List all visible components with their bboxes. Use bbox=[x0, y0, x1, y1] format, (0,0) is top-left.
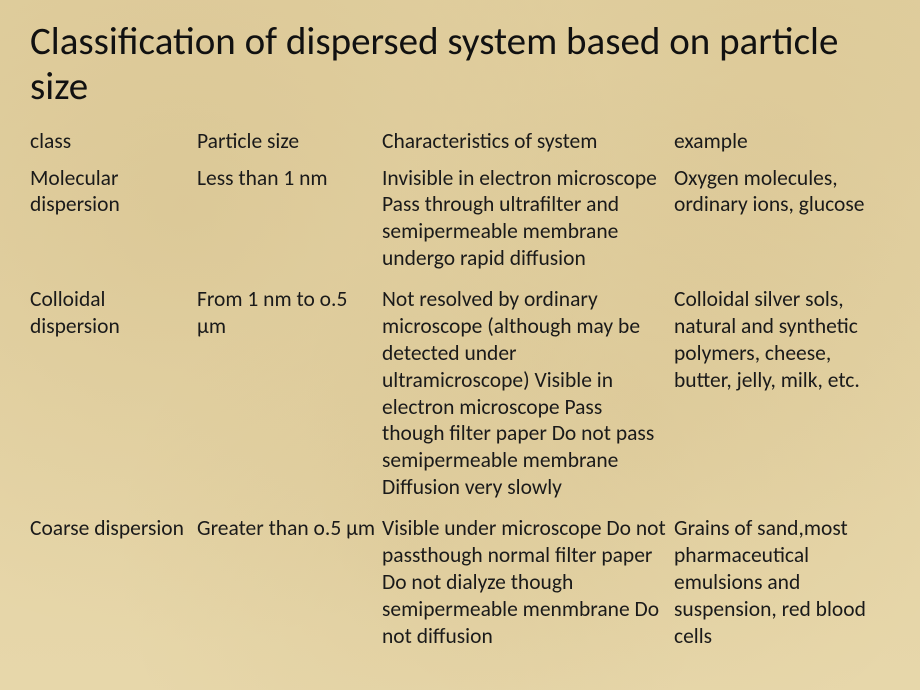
table-row: Colloidal dispersion From 1 nm to o.5 µm… bbox=[30, 282, 890, 511]
cell-size: Greater than o.5 µm bbox=[197, 511, 382, 659]
cell-size: Less than 1 nm bbox=[197, 161, 382, 283]
col-header-class: class bbox=[30, 124, 197, 161]
table-row: Molecular dispersion Less than 1 nm Invi… bbox=[30, 161, 890, 283]
cell-class: Molecular dispersion bbox=[30, 161, 197, 283]
slide-title: Classification of dispersed system based… bbox=[30, 20, 890, 110]
cell-class: Coarse dispersion bbox=[30, 511, 197, 659]
col-header-example: example bbox=[674, 124, 890, 161]
cell-size: From 1 nm to o.5 µm bbox=[197, 282, 382, 511]
table-header-row: class Particle size Characteristics of s… bbox=[30, 124, 890, 161]
cell-example: Oxygen molecules, ordinary ions, glucose bbox=[674, 161, 890, 283]
classification-table: class Particle size Characteristics of s… bbox=[30, 124, 890, 660]
cell-char: Not resolved by ordinary microscope (alt… bbox=[382, 282, 674, 511]
col-header-char: Characteristics of system bbox=[382, 124, 674, 161]
cell-example: Colloidal silver sols, natural and synth… bbox=[674, 282, 890, 511]
col-header-size: Particle size bbox=[197, 124, 382, 161]
table-row: Coarse dispersion Greater than o.5 µm Vi… bbox=[30, 511, 890, 659]
slide: Classification of dispersed system based… bbox=[0, 0, 920, 690]
cell-class: Colloidal dispersion bbox=[30, 282, 197, 511]
cell-char: Invisible in electron microscope Pass th… bbox=[382, 161, 674, 283]
cell-char: Visible under microscope Do not passthou… bbox=[382, 511, 674, 659]
cell-example: Grains of sand,most pharmaceutical emuls… bbox=[674, 511, 890, 659]
